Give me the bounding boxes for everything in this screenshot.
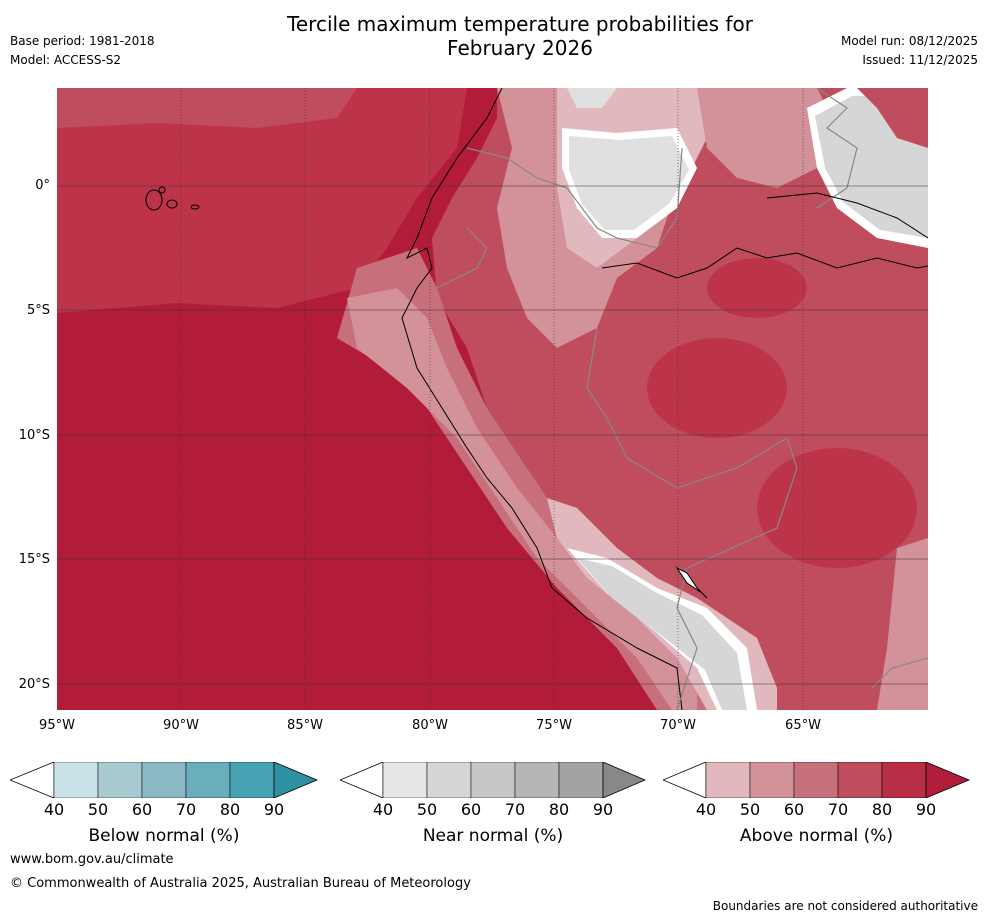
coastal-band-50 (347, 288, 697, 710)
below-tick-40: 40 (43, 800, 65, 819)
lat-gridlines (57, 185, 928, 685)
meta-right: Model run: 08/12/2025 Issued: 11/12/2025 (841, 32, 978, 70)
near-tick-40: 40 (372, 800, 394, 819)
amazon-river (601, 247, 928, 279)
border-colombia (466, 147, 683, 249)
near-tick-50: 50 (416, 800, 438, 819)
below-tick-70: 70 (175, 800, 197, 819)
ocean-band-80 (57, 88, 467, 313)
interior-band-80-b (757, 448, 917, 568)
above-tick-60: 60 (783, 800, 805, 819)
galapagos-isabela (145, 189, 163, 211)
andes-near-normal (577, 558, 747, 710)
colorbar-near-seg-2 (470, 762, 516, 798)
near-tick-90: 90 (592, 800, 614, 819)
above-tick-50: 50 (739, 800, 761, 819)
boundaries-disclaimer: Boundaries are not considered authoritat… (712, 899, 978, 913)
issued-date: Issued: 11/12/2025 (862, 53, 978, 67)
lon-label-95w: 95°W (39, 718, 75, 733)
galapagos-san-cristobal (190, 204, 200, 210)
colorbar-below-seg-1 (97, 762, 143, 798)
colorbar-above-seg-3 (837, 762, 883, 798)
below-tick-90: 90 (263, 800, 285, 819)
below-tick-60: 60 (131, 800, 153, 819)
lat-label-0: 0° (35, 178, 50, 193)
border-ecuador (436, 227, 488, 289)
above-tick-40: 40 (695, 800, 717, 819)
model-run: Model run: 08/12/2025 (840, 34, 978, 48)
copyright-text: © Commonwealth of Australia 2025, Austra… (10, 876, 471, 891)
galapagos-santa-cruz (166, 199, 178, 209)
colorbar-near-seg-4 (558, 762, 604, 798)
lake-titicaca (675, 566, 708, 599)
near-tick-70: 70 (504, 800, 526, 819)
colorbar-above-seg-0 (705, 762, 751, 798)
east-band-50 (877, 538, 928, 710)
near-tick-80: 80 (548, 800, 570, 819)
colorbar-near-seg-1 (426, 762, 472, 798)
border-peru-bolivia (586, 327, 798, 710)
lat-label-5s: 5°S (26, 303, 50, 318)
lon-label-70w: 70°W (660, 718, 696, 733)
above-normal-title: Above normal (%) (739, 826, 894, 846)
colorbar-above-seg-1 (749, 762, 795, 798)
below-tick-80: 80 (219, 800, 241, 819)
lon-label-65w: 65°W (785, 718, 821, 733)
colorbar-above-seg-4 (881, 762, 927, 798)
meta-left: Base period: 1981-2018 Model: ACCESS-S2 (10, 32, 155, 70)
ocean-band-70-north (57, 88, 357, 128)
near-normal-title: Near normal (%) (422, 826, 564, 846)
colorbar-below-seg-4 (229, 762, 275, 798)
above-tick-70: 70 (827, 800, 849, 819)
lat-label-20s: 20°S (18, 677, 50, 692)
colorbar-below-max-arrow (273, 762, 318, 798)
ne-corner-red (857, 88, 928, 148)
ne-band-50 (697, 88, 837, 188)
below-tick-50: 50 (87, 800, 109, 819)
colorbar-near (340, 762, 646, 798)
map-title: Tercile maximum temperature probabilitie… (0, 12, 988, 60)
above-tick-80: 80 (871, 800, 893, 819)
lat-label-15s: 15°S (18, 552, 50, 567)
colorbar-above-min-arrow (663, 762, 707, 798)
colorbar-above (663, 762, 970, 798)
border-north (816, 88, 858, 209)
above-tick-90: 90 (915, 800, 937, 819)
border-southeast (871, 657, 928, 689)
model-name: Model: ACCESS-S2 (10, 53, 122, 67)
colorbar-below-min-arrow (10, 762, 55, 798)
lat-label-10s: 10°S (18, 428, 50, 443)
interior-band-80-a (647, 338, 787, 438)
title-line-1: Tercile maximum temperature probabilitie… (287, 12, 753, 36)
below-normal-title: Below normal (%) (88, 826, 240, 846)
colorbar-above-max-arrow (925, 762, 970, 798)
near-tick-60: 60 (460, 800, 482, 819)
north-near-normal-top (567, 88, 617, 108)
map-svg (57, 88, 928, 710)
colorbar-near-min-arrow (340, 762, 384, 798)
colorbar-near-max-arrow (602, 762, 646, 798)
title-line-2: February 2026 (447, 36, 593, 60)
colorbar-below-seg-3 (185, 762, 231, 798)
north-near-normal (569, 136, 689, 230)
base-period: Base period: 1981-2018 (10, 34, 155, 48)
colorbar-below (10, 762, 318, 798)
lon-label-80w: 80°W (412, 718, 448, 733)
coastline (401, 88, 683, 710)
lon-label-85w: 85°W (287, 718, 323, 733)
interior-band-80-c (707, 258, 807, 318)
website-link[interactable]: www.bom.gov.au/climate (10, 852, 174, 867)
lon-label-90w: 90°W (163, 718, 199, 733)
colorbar-near-seg-3 (514, 762, 560, 798)
colorbar-near-seg-0 (382, 762, 428, 798)
rio-negro (766, 192, 928, 239)
colorbar-below-seg-0 (53, 762, 99, 798)
probability-map (57, 88, 928, 710)
lon-label-75w: 75°W (536, 718, 572, 733)
colorbar-below-seg-2 (141, 762, 187, 798)
galapagos-santiago (158, 186, 166, 194)
colorbar-above-seg-2 (793, 762, 839, 798)
